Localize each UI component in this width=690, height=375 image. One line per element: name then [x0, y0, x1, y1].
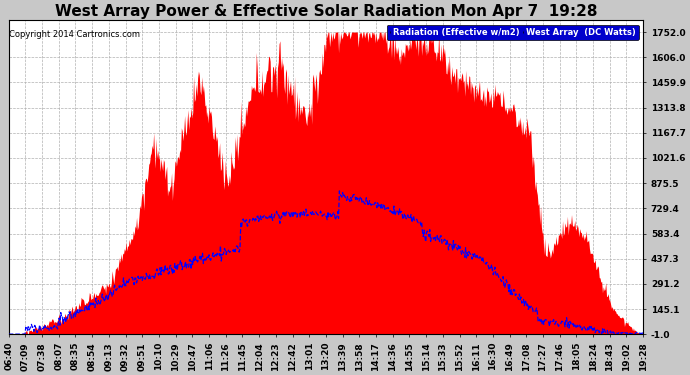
Text: Copyright 2014 Cartronics.com: Copyright 2014 Cartronics.com — [9, 30, 140, 39]
Title: West Array Power & Effective Solar Radiation Mon Apr 7  19:28: West Array Power & Effective Solar Radia… — [55, 4, 597, 19]
Legend: Radiation (Effective w/m2), West Array  (DC Watts): Radiation (Effective w/m2), West Array (… — [387, 24, 639, 40]
